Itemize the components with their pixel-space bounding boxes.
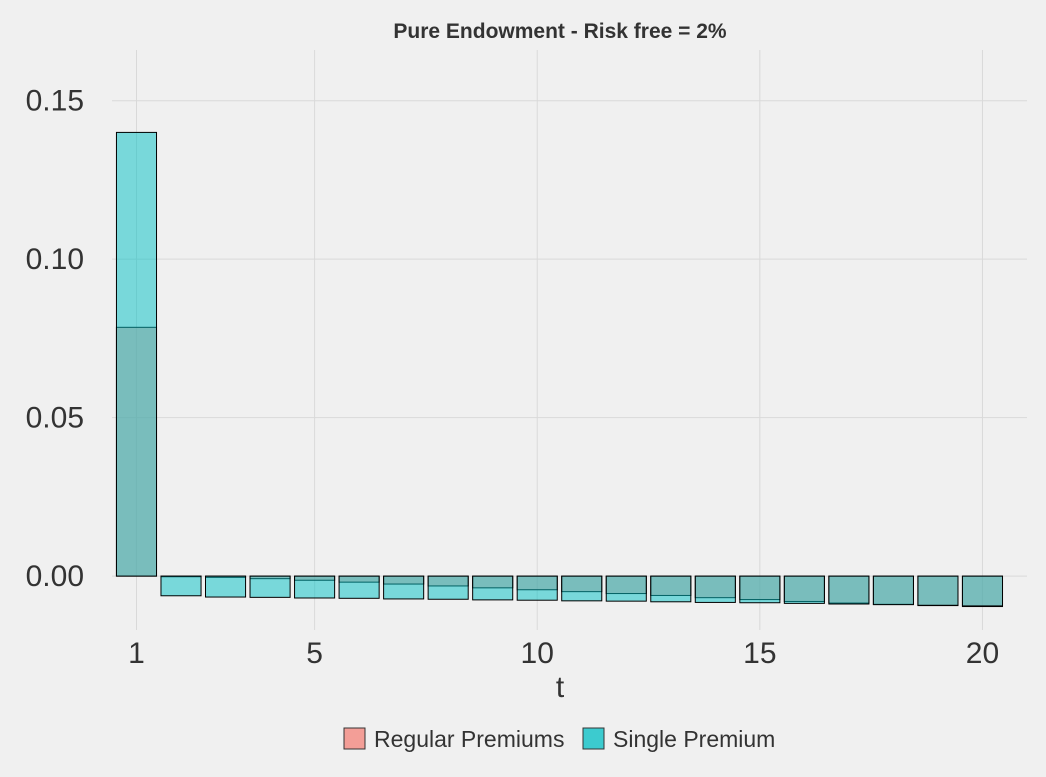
x-tick-label: 15 — [743, 637, 776, 670]
legend-swatch-regular-premiums — [343, 727, 366, 750]
legend-label-regular-premiums: Regular Premiums — [374, 726, 564, 752]
x-tick-label: 1 — [128, 637, 145, 670]
legend-swatch-single-premium — [582, 727, 605, 750]
bar-single-premium — [249, 575, 291, 598]
legend-label-single-premium: Single Premium — [613, 726, 775, 752]
y-tick-label: 0.00 — [26, 560, 84, 593]
x-tick-label: 20 — [966, 637, 999, 670]
y-axis-ticks: 0.00 0.05 0.10 0.15 — [26, 85, 84, 593]
bar-single-premium — [205, 575, 247, 598]
bar-single-premium — [739, 575, 781, 604]
bar-single-premium — [294, 575, 336, 599]
bar-single-premium — [561, 575, 603, 602]
x-tick-label: 10 — [521, 637, 554, 670]
chart-title: Pure Endowment - Risk free = 2% — [393, 20, 727, 43]
x-axis-title: t — [556, 671, 565, 704]
bar-single-premium — [828, 575, 870, 605]
bar-single-premium — [338, 575, 380, 599]
bar-single-premium — [961, 575, 1004, 607]
legend: Regular Premiums Single Premium — [343, 726, 775, 752]
bar-single-premium — [383, 575, 425, 600]
bar-single-premium — [783, 575, 825, 604]
y-tick-label: 0.05 — [26, 402, 84, 435]
bar-single-premium — [917, 575, 959, 606]
x-tick-label: 5 — [306, 637, 323, 670]
bars — [115, 131, 1004, 608]
bar-single-premium — [694, 575, 736, 603]
bar-single-premium — [605, 575, 647, 602]
bar-single-premium — [650, 575, 692, 603]
bar-single-premium — [115, 131, 158, 577]
bar-single-premium — [160, 575, 202, 597]
bar-single-premium — [516, 575, 558, 601]
y-tick-label: 0.15 — [26, 85, 84, 118]
bar-single-premium — [872, 575, 914, 606]
bar-single-premium — [427, 575, 469, 600]
y-tick-label: 0.10 — [26, 243, 84, 276]
bar-single-premium — [472, 575, 514, 601]
x-axis-ticks: 1 5 10 15 20 — [128, 637, 999, 670]
